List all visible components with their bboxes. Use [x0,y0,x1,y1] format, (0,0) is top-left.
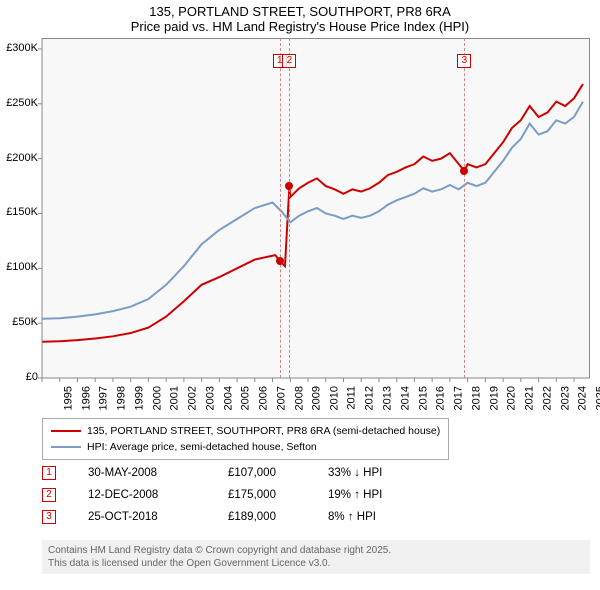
sale-diff: 8% ↑ HPI [328,511,428,523]
credit-box: Contains HM Land Registry data © Crown c… [42,540,590,574]
x-tick-label: 1997 [98,386,110,410]
x-tick-label: 2006 [258,386,270,410]
sale-diff: 19% ↑ HPI [328,489,428,501]
x-tick-label: 2000 [151,386,163,410]
sales-table: 1 30-MAY-2008 £107,000 33% ↓ HPI 2 12-DE… [42,462,428,528]
x-tick-label: 2017 [453,386,465,410]
x-tick-label: 2023 [559,386,571,410]
x-tick-label: 2007 [275,386,287,410]
legend-item-property: 135, PORTLAND STREET, SOUTHPORT, PR8 6RA… [51,423,440,439]
y-tick-label: £200K [0,152,38,164]
title-block: 135, PORTLAND STREET, SOUTHPORT, PR8 6RA… [0,0,600,34]
sale-dashed-line [280,38,281,378]
y-tick-label: £300K [0,42,38,54]
x-tick-label: 2010 [329,386,341,410]
legend-label-property: 135, PORTLAND STREET, SOUTHPORT, PR8 6RA… [87,423,440,439]
x-tick-label: 2020 [506,386,518,410]
chart-container: 135, PORTLAND STREET, SOUTHPORT, PR8 6RA… [0,0,600,590]
y-tick-label: £150K [0,206,38,218]
x-tick-label: 1995 [62,386,74,410]
credit-line-2: This data is licensed under the Open Gov… [48,557,584,570]
x-tick-label: 2015 [417,386,429,410]
x-tick-label: 2002 [187,386,199,410]
chart-plot-area: 123 [42,38,590,378]
sale-price: £107,000 [228,467,328,479]
y-tick-label: £50K [0,316,38,328]
sale-marker-2: 2 [42,488,56,502]
sale-date: 25-OCT-2018 [88,511,228,523]
x-tick-label: 2021 [524,386,536,410]
x-tick-label: 2025 [595,386,600,410]
x-tick-label: 2014 [399,386,411,410]
sale-dot [285,182,293,190]
x-tick-label: 2009 [311,386,323,410]
legend-label-hpi: HPI: Average price, semi-detached house,… [87,439,317,455]
x-tick-label: 2022 [541,386,553,410]
title-main: 135, PORTLAND STREET, SOUTHPORT, PR8 6RA [0,4,600,19]
sale-diff: 33% ↓ HPI [328,467,428,479]
legend-swatch-hpi [51,446,81,448]
y-tick-label: £250K [0,97,38,109]
x-tick-label: 2004 [222,386,234,410]
title-sub: Price paid vs. HM Land Registry's House … [0,19,600,34]
sale-dashed-line [289,38,290,378]
x-tick-label: 2005 [240,386,252,410]
table-row: 3 25-OCT-2018 £189,000 8% ↑ HPI [42,506,428,528]
y-tick-label: £0 [0,371,38,383]
sale-price: £175,000 [228,489,328,501]
legend: 135, PORTLAND STREET, SOUTHPORT, PR8 6RA… [42,418,449,460]
x-tick-label: 2001 [169,386,181,410]
legend-item-hpi: HPI: Average price, semi-detached house,… [51,439,440,455]
sale-date: 30-MAY-2008 [88,467,228,479]
x-tick-label: 2013 [382,386,394,410]
credit-line-1: Contains HM Land Registry data © Crown c… [48,544,584,557]
x-tick-label: 2003 [204,386,216,410]
x-tick-label: 2018 [470,386,482,410]
x-tick-label: 1996 [80,386,92,410]
table-row: 2 12-DEC-2008 £175,000 19% ↑ HPI [42,484,428,506]
x-tick-label: 2008 [293,386,305,410]
x-tick-label: 2011 [345,386,357,410]
x-tick-label: 1998 [116,386,128,410]
x-tick-label: 2019 [488,386,500,410]
x-tick-label: 1999 [133,386,145,410]
sale-marker-box: 2 [282,54,296,68]
sale-dashed-line [464,38,465,378]
sale-price: £189,000 [228,511,328,523]
sale-date: 12-DEC-2008 [88,489,228,501]
table-row: 1 30-MAY-2008 £107,000 33% ↓ HPI [42,462,428,484]
sale-marker-3: 3 [42,510,56,524]
sale-marker-1: 1 [42,466,56,480]
x-tick-label: 2016 [435,386,447,410]
legend-swatch-property [51,430,81,432]
x-tick-label: 2012 [364,386,376,410]
y-tick-label: £100K [0,261,38,273]
markers-layer: 123 [42,38,590,378]
sale-dot [276,257,284,265]
x-tick-label: 2024 [577,386,589,410]
sale-marker-box: 3 [457,54,471,68]
sale-dot [460,167,468,175]
